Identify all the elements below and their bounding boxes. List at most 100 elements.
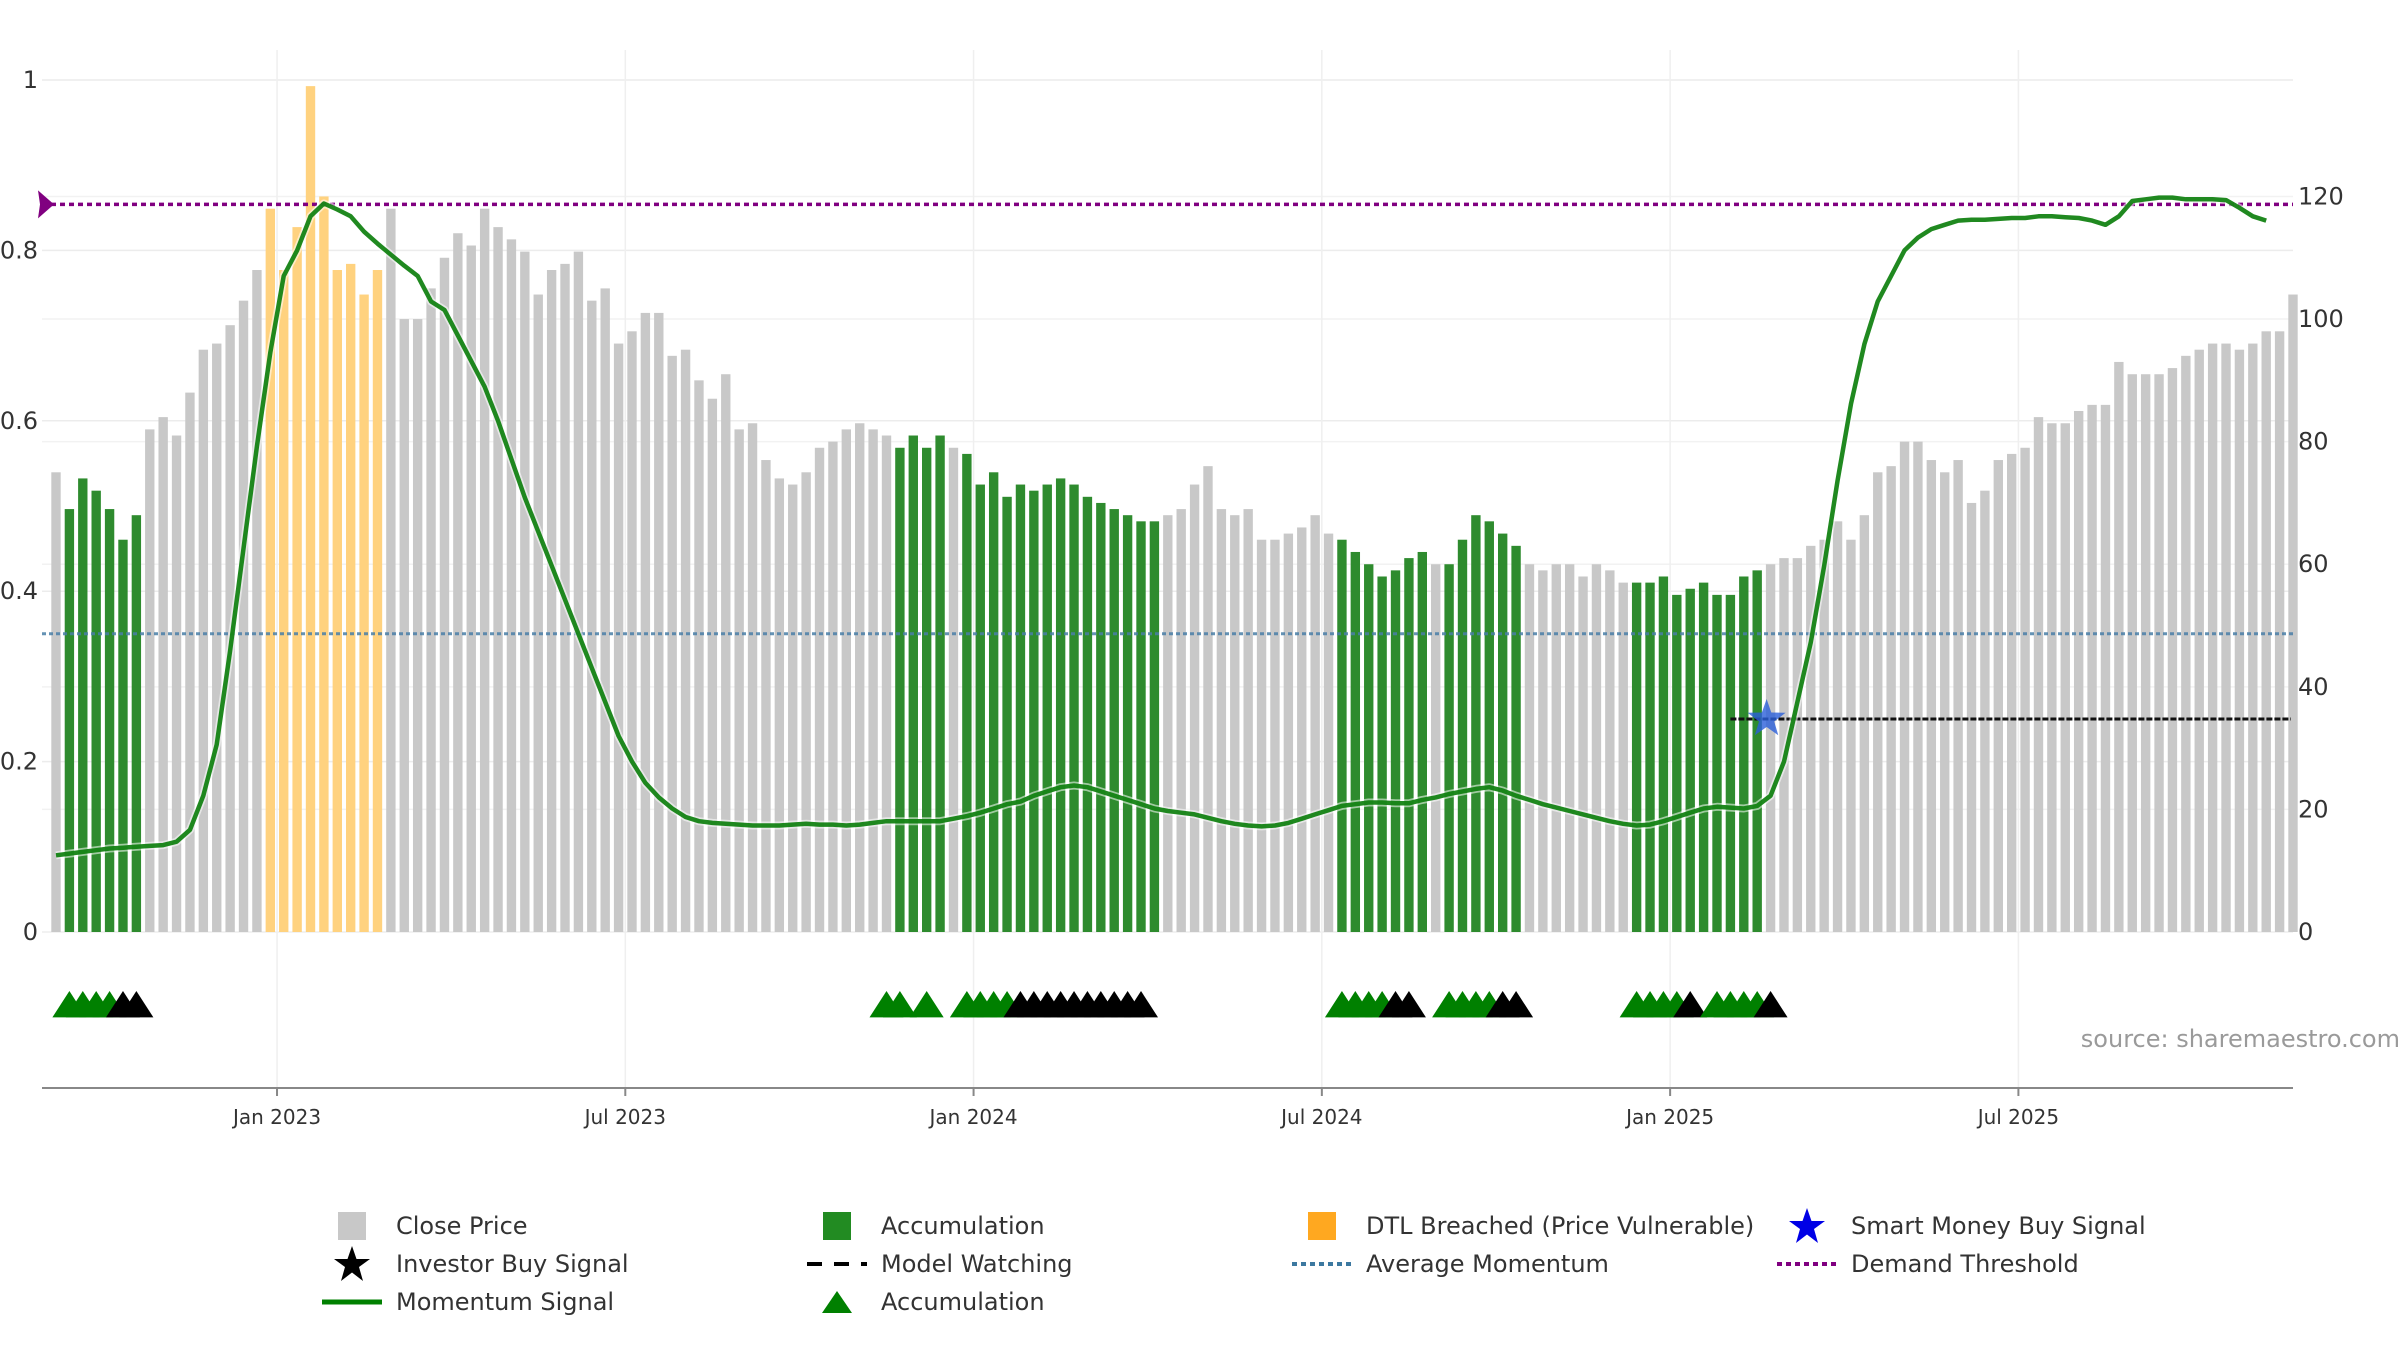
- close-price-bar: [761, 460, 771, 932]
- x-tick-label: Jul 2023: [583, 1105, 666, 1129]
- close-price-bar: [546, 270, 557, 932]
- left-tick-label: 0.4: [0, 577, 38, 605]
- close-price-bar: [613, 343, 624, 932]
- close-price-bar: [1538, 570, 1548, 932]
- close-price-bar: [1859, 515, 1870, 932]
- close-price-bar: [587, 300, 597, 932]
- accumulation-bar: [1109, 509, 1119, 932]
- close-price-bar: [2100, 404, 2111, 933]
- close-price-bar: [1806, 545, 1816, 932]
- close-price-bar: [2261, 331, 2271, 933]
- dtl-breached-bar: [265, 208, 276, 932]
- close-price-bar: [1176, 509, 1186, 932]
- close-price-bar: [640, 312, 651, 932]
- close-price-bar: [1163, 515, 1173, 932]
- dtl-breached-bar: [305, 86, 316, 932]
- smart-money-buy-star: [1747, 699, 1786, 736]
- dashed-line-icon: [805, 1246, 869, 1282]
- accumulation-bar: [908, 435, 918, 932]
- close-price-bar: [1605, 570, 1615, 932]
- accumulation-triangle: [909, 991, 944, 1018]
- accumulation-bar: [1417, 551, 1427, 932]
- close-price-bar: [721, 374, 731, 932]
- close-price-bar: [573, 251, 584, 932]
- close-price-bar: [1846, 539, 1856, 932]
- right-tick-label: 20: [2298, 795, 2329, 823]
- close-price-bar: [2033, 417, 2044, 932]
- close-price-bar: [1966, 502, 1977, 932]
- close-price-bar: [1899, 441, 1910, 932]
- close-price-bar: [1618, 582, 1628, 932]
- left-tick-label: 0: [23, 918, 38, 946]
- accumulation-bar: [1390, 570, 1401, 932]
- accumulation-bar: [1404, 558, 1414, 932]
- close-price-bar: [2248, 343, 2258, 932]
- close-price-bar: [1993, 460, 2003, 932]
- legend-item-demand-threshold: Demand Threshold: [1775, 1246, 2079, 1282]
- close-price-bar: [2274, 331, 2285, 933]
- close-price-bar: [1913, 441, 1923, 932]
- close-price-bar: [238, 300, 249, 932]
- close-price-bar: [158, 417, 168, 932]
- dtl-breached-bar: [359, 294, 369, 933]
- legend-label-momentum-signal: Momentum Signal: [396, 1288, 615, 1316]
- close-price-bar: [828, 441, 838, 932]
- accumulation-bar: [1377, 576, 1387, 932]
- close-price-bar: [2114, 361, 2124, 932]
- close-price-bar: [399, 319, 409, 932]
- close-price-bar: [198, 349, 209, 932]
- close-price-bar: [1297, 527, 1307, 932]
- momentum-signal-line: [55, 195, 2267, 858]
- close-price-bar: [855, 423, 865, 932]
- close-price-bar: [1283, 533, 1294, 932]
- accumulation-bar: [118, 539, 128, 932]
- investor-buy-triangle: [119, 991, 154, 1018]
- close-price-bar: [426, 288, 436, 933]
- accumulation-bar: [1350, 551, 1361, 932]
- dtl-breached-bar: [279, 270, 289, 932]
- close-price-bar: [386, 208, 396, 932]
- close-price-bar: [1578, 576, 1588, 932]
- legend-item-average-momentum: Average Momentum: [1290, 1246, 1609, 1282]
- close-price-bar: [520, 251, 530, 932]
- accumulation-bar: [104, 509, 115, 932]
- legend-label-smart-money: Smart Money Buy Signal: [1851, 1212, 2146, 1240]
- close-price-bar: [1216, 509, 1227, 932]
- dtl-breached-bar: [372, 270, 383, 932]
- x-tick-label: Jan 2023: [231, 1105, 321, 1129]
- right-tick-label: 80: [2298, 428, 2329, 456]
- accumulation-bar: [1511, 545, 1521, 932]
- x-tick-label: Jul 2024: [1279, 1105, 1362, 1129]
- accumulation-bar: [1457, 539, 1468, 932]
- right-tick-label: 60: [2298, 550, 2329, 578]
- source-label: source: sharemaestro.com: [2080, 1025, 2400, 1053]
- close-price-bar: [1243, 509, 1253, 932]
- close-price-bar: [747, 423, 758, 932]
- dotted-line-icon: [1290, 1246, 1354, 1282]
- close-price-bar: [2060, 423, 2070, 932]
- right-tick-label: 40: [2298, 673, 2329, 701]
- investor-buy-triangle: [1753, 991, 1788, 1018]
- investor-buy-triangle: [1391, 991, 1426, 1018]
- close-price-bar: [948, 447, 959, 932]
- x-tick-label: Jul 2025: [1976, 1105, 2059, 1129]
- investor-buy-triangle: [1499, 991, 1534, 1018]
- accumulation-bar: [1471, 515, 1481, 932]
- close-price-bar: [2288, 294, 2298, 933]
- legend: Close Price Accumulation DTL Breached (P…: [320, 1208, 2220, 1338]
- dtl-breached-bar: [292, 227, 302, 932]
- close-price-bar: [2194, 349, 2204, 932]
- accumulation-bar: [1055, 478, 1066, 932]
- close-price-bar: [1926, 460, 1937, 932]
- close-price-bar: [2207, 343, 2218, 932]
- legend-item-smart-money: Smart Money Buy Signal: [1775, 1208, 2146, 1244]
- legend-label-accumulation-triangle: Accumulation: [881, 1288, 1045, 1316]
- close-price-bar: [2007, 453, 2017, 932]
- accumulation-bar: [1698, 582, 1709, 932]
- close-price-bar: [1765, 564, 1776, 932]
- accumulation-bar: [1364, 564, 1374, 932]
- legend-item-accumulation-triangle: Accumulation: [805, 1284, 1045, 1320]
- close-price-bar: [1230, 515, 1240, 932]
- accumulation-bar: [1497, 533, 1508, 932]
- accumulation-bar: [91, 490, 101, 932]
